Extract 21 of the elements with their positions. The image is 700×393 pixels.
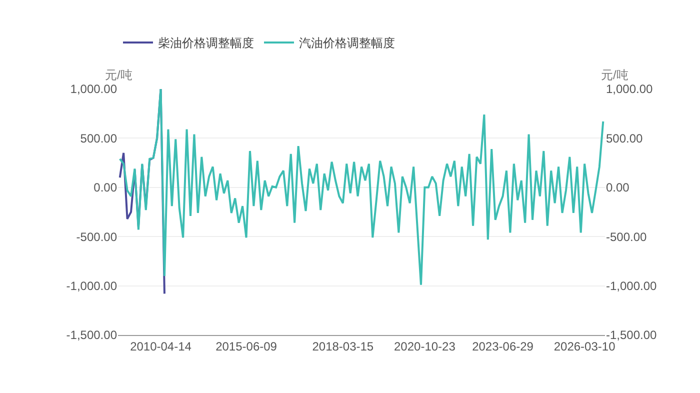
y-tick-label: -500.00	[76, 230, 118, 244]
line-series	[118, 89, 604, 286]
y-tick-label: -1,500.00	[66, 328, 118, 342]
y-axis-title: 元/吨	[105, 68, 132, 82]
y-tick-label: 500.00	[80, 131, 118, 146]
y2-tick-label: -1,000.00	[606, 279, 658, 293]
x-tick-label: 2020-10-23	[394, 339, 456, 354]
x-tick-label: 2023-06-29	[472, 339, 534, 354]
legend-label: 汽油价格调整幅度	[299, 36, 395, 50]
y2-tick-label: 1,000.00	[606, 82, 654, 96]
y2-tick-label: 0.00	[606, 180, 630, 195]
x-tick-label: 2015-06-09	[216, 339, 278, 354]
y2-tick-label: -500.00	[606, 230, 648, 244]
y2-axis-title: 元/吨	[601, 68, 628, 82]
x-tick-label: 2010-04-14	[130, 339, 192, 354]
y-tick-label: 1,000.00	[70, 82, 118, 96]
x-tick-label: 2018-03-15	[312, 339, 374, 354]
y-tick-label: 0.00	[94, 180, 118, 195]
legend-label: 柴油价格调整幅度	[158, 36, 254, 50]
y2-tick-label: 500.00	[606, 131, 644, 146]
y-tick-label: -1,000.00	[66, 279, 118, 293]
